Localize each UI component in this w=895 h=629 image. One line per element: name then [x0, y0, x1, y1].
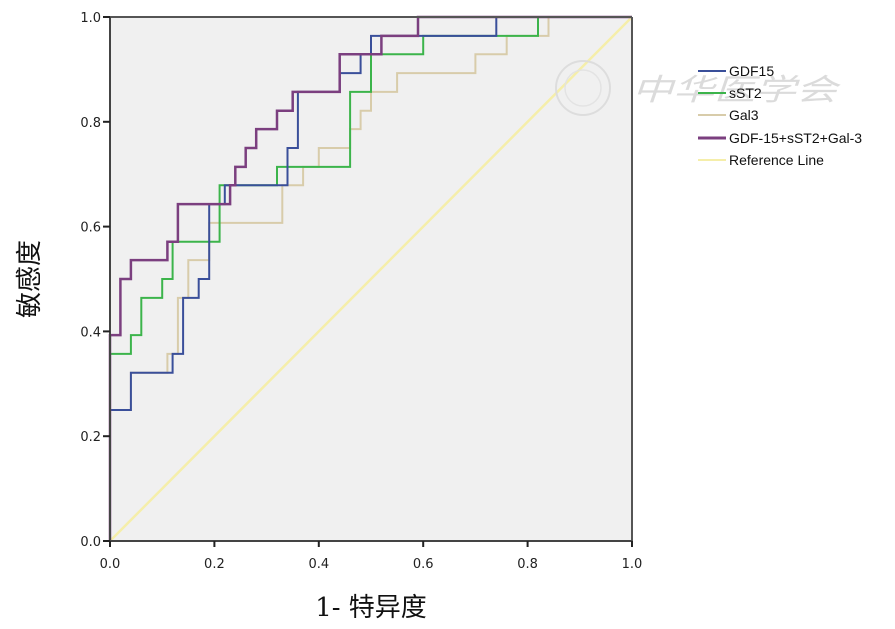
y-tick-label: 0.8: [80, 116, 101, 131]
y-tick-label: 0.0: [80, 535, 101, 550]
x-tick-label: 1.0: [622, 557, 643, 572]
y-tick-label: 0.2: [80, 430, 101, 445]
legend-label-combined: GDF-15+sST2+Gal-3: [729, 130, 862, 146]
watermark-text: 中华医学会: [632, 73, 841, 108]
x-axis-title: 1- 特异度: [315, 593, 427, 623]
legend: GDF15 sST2 Gal3 GDF-15+sST2+Gal-3 Refere…: [698, 63, 862, 168]
y-tick-label: 0.4: [80, 325, 101, 340]
legend-label-reference: Reference Line: [729, 152, 824, 168]
legend-label-gal3: Gal3: [729, 107, 759, 123]
watermark: 中华医学会: [555, 60, 841, 116]
x-tick-label: 0.0: [100, 557, 121, 572]
series-line-combined: [108, 15, 632, 541]
legend-label-gdf15: GDF15: [729, 63, 774, 79]
x-tick-label: 0.4: [308, 557, 329, 572]
reference-line: [109, 16, 633, 542]
x-tick-label: 0.6: [413, 557, 434, 572]
x-tick-label: 0.2: [204, 557, 225, 572]
y-axis-title: 敏感度: [15, 240, 45, 318]
x-tick-label: 0.8: [517, 557, 538, 572]
series-layer: [108, 15, 633, 542]
legend-label-sst2: sST2: [729, 85, 762, 101]
y-tick-label: 0.6: [80, 221, 101, 236]
watermark-seal-inner: [564, 69, 602, 107]
watermark-seal-icon: [555, 60, 611, 116]
y-tick-label: 1.0: [80, 11, 101, 26]
ticks-layer: 0.0 0.2 0.4 0.6 0.8 1.0 0.0 0.2 0.4 0.6 0.8 1.0: [80, 11, 642, 572]
